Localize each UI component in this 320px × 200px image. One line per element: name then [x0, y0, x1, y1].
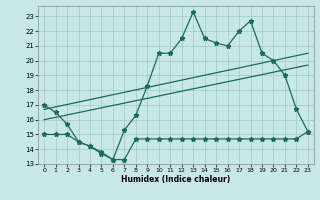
X-axis label: Humidex (Indice chaleur): Humidex (Indice chaleur): [121, 175, 231, 184]
